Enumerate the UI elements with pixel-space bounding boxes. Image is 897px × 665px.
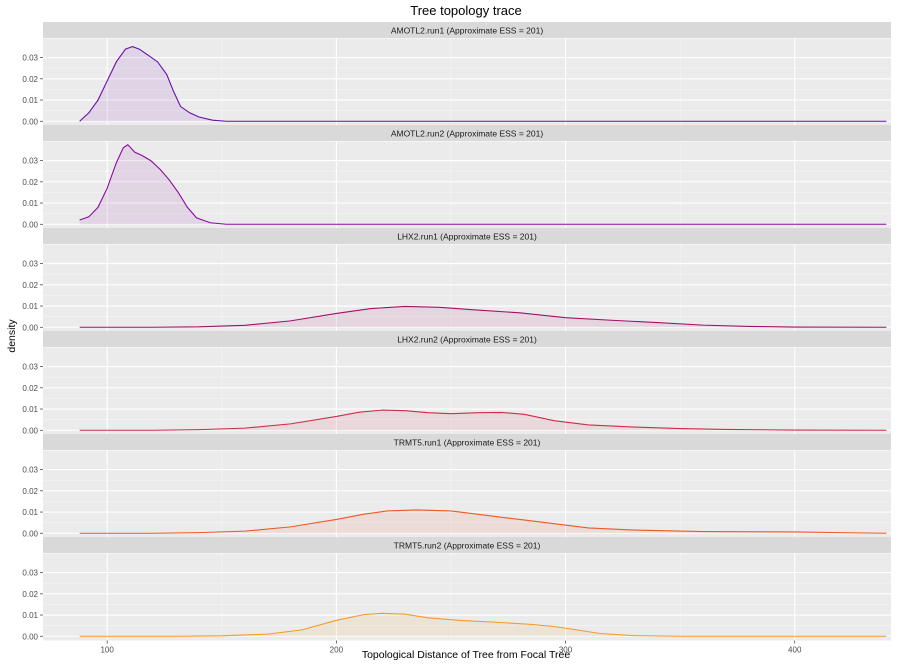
facet-panel: AMOTL2.run1 (Approximate ESS = 201) 0.00 0… [22,22,891,126]
y-tick-label: 0.00 [22,323,38,332]
y-tick-label: 0.02 [22,384,38,393]
panel-background [43,553,891,641]
strip-background [43,434,891,450]
y-tick-label: 0.03 [22,363,38,372]
strip-label: AMOTL2.run1 (Approximate ESS = 201) [391,26,544,36]
panel-background [43,244,891,332]
y-tick-label: 0.01 [22,405,38,414]
density-area [79,613,887,637]
facet-panel: LHX2.run2 (Approximate ESS = 201) 0.00 0.0… [22,331,891,435]
panel-background [43,141,891,229]
density-line [79,409,887,431]
density-line [79,143,887,225]
y-tick-label: 0.01 [22,302,38,311]
y-axis-title: density [6,319,18,353]
panel-background [43,347,891,435]
density-line [79,305,887,328]
y-tick-label: 0.01 [22,611,38,620]
strip-label: TRMT5.run2 (Approximate ESS = 201) [394,541,541,551]
y-tick-label: 0.02 [22,590,38,599]
y-tick-label: 0.03 [22,157,38,166]
facet-panel: TRMT5.run2 (Approximate ESS = 201) 0.00 0.… [22,537,891,641]
facet-panel: AMOTL2.run2 (Approximate ESS = 201) 0.00 0… [22,125,891,229]
strip-background [43,331,891,347]
facet-panels: AMOTL2.run1 (Approximate ESS = 201) 0.00 0… [22,22,891,641]
y-tick-label: 0.03 [22,260,38,269]
y-tick-label: 0.00 [22,220,38,229]
strip-label: LHX2.run2 (Approximate ESS = 201) [397,335,537,345]
x-tick-label: 100 [100,646,114,655]
y-tick-label: 0.02 [22,281,38,290]
density-area [79,509,887,534]
y-tick-label: 0.01 [22,96,38,105]
facet-panel: LHX2.run1 (Approximate ESS = 201) 0.00 0.0… [22,228,891,332]
facet-panel: TRMT5.run1 (Approximate ESS = 201) 0.00 0.… [22,434,891,538]
panel-background [43,38,891,126]
strip-background [43,228,891,244]
strip-label: TRMT5.run1 (Approximate ESS = 201) [394,438,541,448]
y-tick-label: 0.02 [22,178,38,187]
x-tick-label: 400 [788,646,802,655]
x-axis-title: Topological Distance of Tree from Focal … [362,649,571,661]
y-tick-label: 0.02 [22,487,38,496]
y-tick-label: 0.01 [22,199,38,208]
strip-background [43,22,891,38]
density-line [79,612,887,637]
chart-title: Tree topology trace [410,3,522,18]
y-tick-label: 0.00 [22,529,38,538]
x-tick-label: 200 [330,646,344,655]
density-area [79,46,887,122]
y-tick-label: 0.00 [22,117,38,126]
density-area [79,144,887,225]
y-tick-label: 0.02 [22,75,38,84]
density-line [79,45,887,122]
y-tick-label: 0.00 [22,426,38,435]
strip-label: LHX2.run1 (Approximate ESS = 201) [397,232,537,242]
strip-background [43,125,891,141]
y-tick-label: 0.00 [22,632,38,641]
panel-background [43,450,891,538]
y-tick-label: 0.01 [22,508,38,517]
strip-label: AMOTL2.run2 (Approximate ESS = 201) [391,129,544,139]
strip-background [43,537,891,553]
x-tick-label: 300 [559,646,573,655]
y-tick-label: 0.03 [22,54,38,63]
y-tick-label: 0.03 [22,466,38,475]
x-axis: 100 200 300 400 [100,640,802,655]
y-tick-label: 0.03 [22,569,38,578]
density-line [79,509,887,534]
